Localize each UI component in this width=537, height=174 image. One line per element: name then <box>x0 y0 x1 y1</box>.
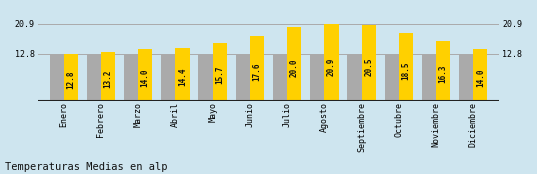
Bar <box>49 54 64 101</box>
Bar <box>287 27 301 101</box>
Bar <box>161 54 176 101</box>
Text: Temperaturas Medias en alp: Temperaturas Medias en alp <box>5 162 168 172</box>
Bar <box>436 41 450 101</box>
Text: 20.5: 20.5 <box>364 58 373 76</box>
Bar <box>310 54 324 101</box>
Bar <box>176 48 190 101</box>
Bar <box>399 33 413 101</box>
Bar <box>273 54 287 101</box>
Text: 12.8: 12.8 <box>66 70 75 89</box>
Text: 14.0: 14.0 <box>141 68 150 87</box>
Bar <box>347 54 361 101</box>
Bar <box>124 54 138 101</box>
Text: 13.2: 13.2 <box>104 70 112 88</box>
Bar <box>199 54 213 101</box>
Text: 14.4: 14.4 <box>178 68 187 86</box>
Bar <box>250 36 264 101</box>
Text: 20.0: 20.0 <box>289 58 299 77</box>
Bar <box>361 25 376 101</box>
Bar <box>138 49 153 101</box>
Bar <box>324 24 338 101</box>
Text: 18.5: 18.5 <box>402 61 410 80</box>
Bar <box>236 54 250 101</box>
Text: 16.3: 16.3 <box>439 65 448 83</box>
Bar <box>384 54 399 101</box>
Bar <box>64 54 78 101</box>
Bar <box>473 49 488 101</box>
Text: 17.6: 17.6 <box>252 62 262 81</box>
Bar <box>101 52 115 101</box>
Bar <box>87 54 101 101</box>
Text: 14.0: 14.0 <box>476 68 485 87</box>
Text: 20.9: 20.9 <box>327 57 336 76</box>
Bar <box>422 54 436 101</box>
Text: 15.7: 15.7 <box>215 66 224 84</box>
Bar <box>459 54 473 101</box>
Bar <box>213 43 227 101</box>
